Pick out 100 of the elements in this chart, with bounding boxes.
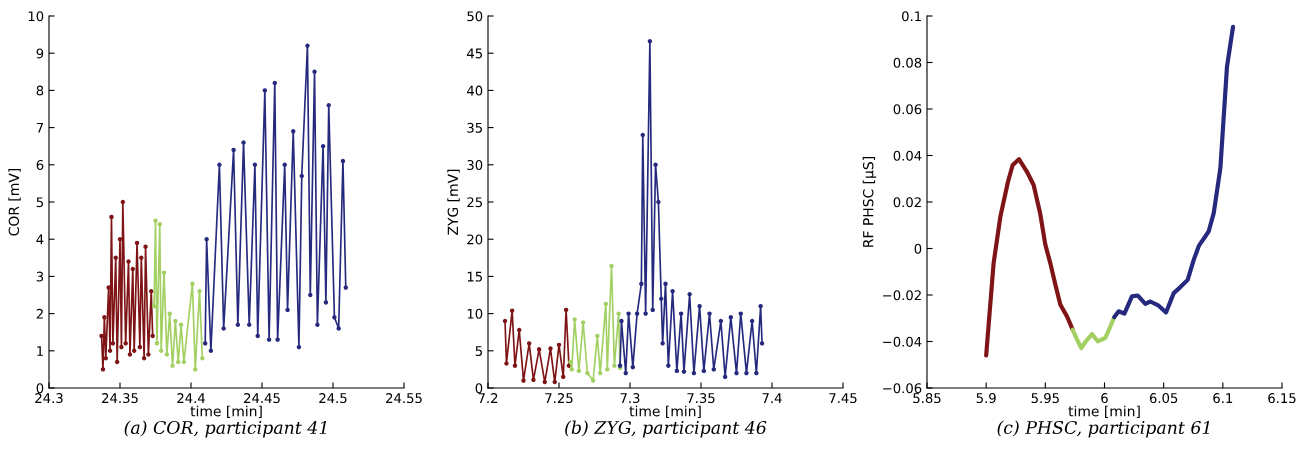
point	[659, 296, 664, 301]
point	[711, 367, 717, 372]
point	[603, 301, 609, 307]
point	[643, 311, 648, 316]
point	[630, 364, 636, 370]
point	[114, 359, 120, 365]
point	[585, 370, 590, 376]
point	[170, 363, 175, 368]
y-tick-label: 0.02	[893, 197, 921, 208]
point	[130, 266, 136, 272]
point	[626, 311, 631, 316]
point	[542, 379, 548, 385]
y-tick-label: 50	[467, 11, 483, 22]
point	[197, 289, 202, 294]
point	[123, 341, 128, 346]
point	[272, 80, 278, 86]
point	[202, 341, 208, 346]
x-tick-label: 6.15	[1268, 393, 1296, 404]
point	[149, 289, 154, 294]
point	[173, 318, 178, 324]
point	[208, 348, 214, 354]
point	[634, 311, 640, 316]
x-axis-title: time [min]	[1068, 405, 1140, 419]
y-tick-label: 1	[37, 346, 43, 356]
point	[572, 317, 577, 322]
point	[623, 370, 628, 376]
y-tick-label: 0	[475, 383, 483, 394]
point	[569, 367, 575, 372]
x-tick-label: 24.3	[35, 393, 63, 404]
x-tick-label: 5.85	[913, 393, 941, 404]
point	[701, 368, 707, 374]
point	[102, 315, 107, 320]
x-tick-label: 24.5	[319, 393, 347, 404]
point	[181, 359, 187, 365]
point	[323, 300, 329, 305]
y-tick-label: 0.1	[902, 11, 921, 22]
point	[282, 162, 287, 168]
point	[681, 369, 687, 374]
point	[531, 377, 536, 383]
point	[175, 359, 181, 365]
x-tick-label: 5.95	[1031, 393, 1059, 404]
point	[670, 289, 675, 294]
y-tick-label: 30	[467, 160, 483, 170]
point	[336, 326, 341, 331]
y-tick-label: 0.04	[893, 150, 922, 161]
text: (b) ZYG, participant 46	[565, 420, 767, 438]
point	[126, 259, 131, 264]
point	[320, 143, 326, 149]
point	[299, 173, 304, 179]
point	[674, 368, 680, 374]
point	[143, 244, 148, 249]
point	[217, 162, 222, 168]
point	[221, 326, 226, 331]
y-tick-label: 10	[467, 308, 483, 319]
y-tick-label: 4	[36, 234, 44, 245]
x-tick-label: 6.1	[1213, 393, 1233, 404]
x-tick-label: 24.45	[244, 393, 280, 404]
point	[656, 199, 661, 205]
point	[109, 214, 114, 220]
point	[744, 370, 749, 376]
point	[146, 352, 151, 357]
point	[616, 311, 621, 316]
point	[252, 162, 258, 168]
y-tick-label: 15	[467, 271, 482, 282]
y-axis-title: COR [mV]	[8, 168, 21, 236]
line-series	[1112, 24, 1236, 320]
x-tick-label: 24.4	[177, 393, 205, 403]
x-axis-title: time [min]	[629, 405, 701, 419]
y-tick-label: 0	[36, 383, 44, 394]
point	[235, 322, 241, 327]
point	[154, 341, 160, 346]
point	[759, 341, 765, 346]
y-tick-label: 0.08	[893, 57, 922, 68]
point	[561, 374, 566, 380]
y-tick-label: 5	[475, 346, 482, 356]
point	[640, 132, 646, 138]
y-tick-label: 2	[36, 308, 43, 319]
x-tick-label: 7.45	[829, 393, 857, 404]
point	[296, 344, 302, 350]
point	[193, 367, 198, 372]
point	[504, 361, 509, 366]
point	[691, 370, 697, 376]
line-series	[1070, 315, 1117, 351]
point	[153, 218, 158, 223]
point	[178, 322, 184, 327]
point	[619, 318, 624, 324]
point	[326, 103, 331, 108]
point	[595, 333, 600, 339]
point	[255, 333, 260, 339]
point	[663, 281, 668, 287]
y-tick-label: 35	[467, 122, 482, 133]
x-tick-label: 7.35	[687, 393, 715, 404]
point	[131, 348, 137, 354]
point	[718, 318, 724, 324]
y-tick-label: 45	[466, 48, 482, 59]
point	[100, 367, 106, 372]
point	[754, 370, 759, 376]
y-axis-title: ZYG [mV]	[447, 169, 460, 235]
point	[343, 285, 349, 290]
point	[556, 342, 562, 348]
